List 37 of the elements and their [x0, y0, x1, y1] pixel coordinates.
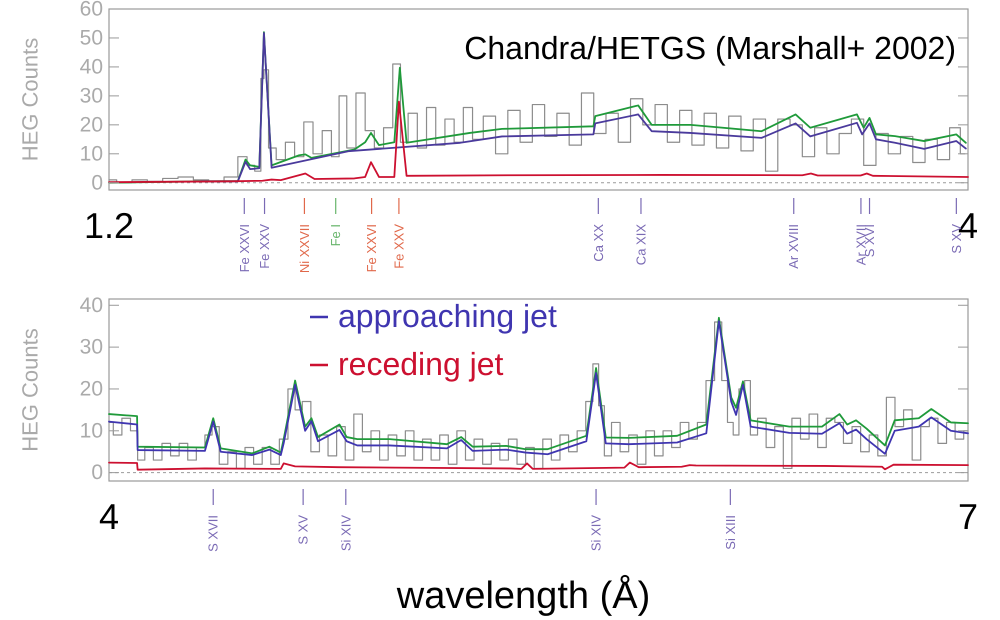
y-tick-label: 0 — [91, 461, 103, 484]
ref-line-label: Ni XXVII — [296, 224, 312, 274]
text: Chandra/HETGS (Marshall+ 2002) — [464, 30, 956, 66]
y-tick-label: 60 — [80, 0, 103, 20]
ref-line-label: S XVII — [206, 515, 221, 552]
y-tick-label: 40 — [80, 55, 103, 78]
line-series — [108, 100, 969, 184]
x-tick-label: 7 — [958, 496, 978, 537]
ref-line-label: Fe I — [328, 224, 344, 246]
ref-line-label: Si XIV — [588, 514, 604, 552]
y-tick-label: 30 — [80, 336, 103, 359]
ref-line-label: Ca XX — [590, 224, 606, 262]
y-axis-title: HEG Counts — [18, 328, 42, 452]
ref-line-label: S XV — [296, 514, 311, 545]
line-series — [108, 462, 969, 471]
ref-line-label: Ca XIX — [633, 224, 648, 266]
ref-line-label: Fe XXVI — [364, 224, 380, 272]
y-tick-label: 20 — [80, 377, 103, 400]
ref-line-label: Fe XXV — [391, 224, 406, 269]
ref-line-label: Si XIV — [338, 514, 354, 552]
legend-label: receding jet — [338, 346, 504, 382]
y-axis-title: HEG Counts — [18, 38, 42, 162]
y-tick-label: 20 — [80, 113, 103, 136]
ref-line-label: Si XIII — [722, 515, 738, 550]
x-tick-label: 4 — [98, 496, 120, 537]
y-tick-label: 40 — [80, 294, 103, 317]
ref-line-label: Fe XXV — [257, 224, 272, 269]
ref-line-label: Ar XVIII — [786, 224, 802, 269]
y-tick-label: 30 — [80, 84, 103, 108]
y-tick-label: 10 — [80, 419, 103, 442]
y-tick-label: 50 — [80, 26, 103, 50]
legend-label: approaching jet — [338, 298, 557, 334]
x-tick-label: 1.2 — [84, 205, 134, 246]
ref-line-label: Fe XXVI — [236, 224, 252, 272]
y-tick-label: 0 — [91, 171, 103, 194]
x-axis-title: wavelength (Å) — [396, 574, 650, 617]
y-tick-label: 10 — [80, 142, 103, 166]
